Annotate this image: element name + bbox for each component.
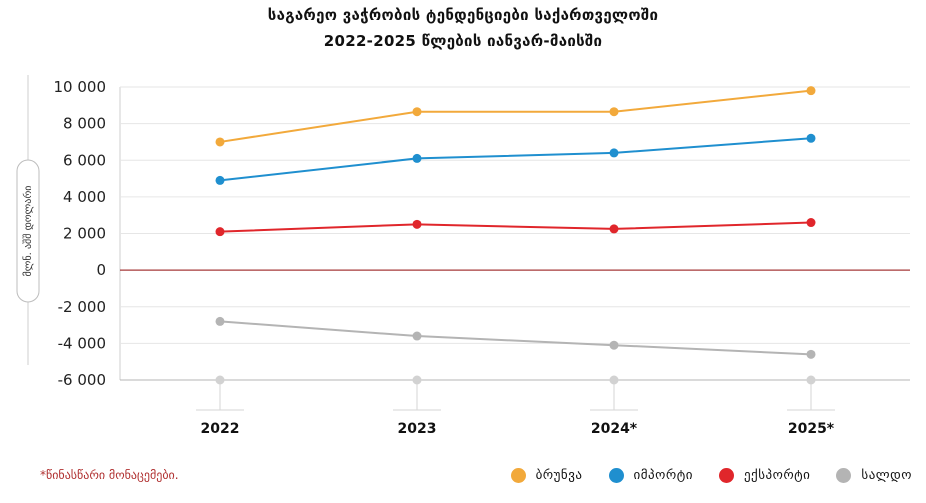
legend-item: იმპორტი: [608, 468, 693, 483]
data-point: [806, 133, 816, 143]
chart-legend: ბრუნვა იმპორტი ექსპორტი სალდო: [510, 468, 912, 483]
axis-marker-dot: [215, 375, 225, 385]
series-line-1: [219, 137, 812, 182]
data-point: [609, 224, 619, 234]
line-chart: 10 000 8 000 6 000 4 000 2 000 0 -2 000 -4 000 -…: [16, 75, 910, 437]
y-tick-label: 0: [96, 261, 106, 279]
y-tick-label: -2 000: [58, 298, 106, 316]
legend-label: ბრუნვა: [535, 468, 583, 483]
data-point: [609, 107, 619, 117]
legend-swatch: [510, 468, 526, 483]
data-point: [412, 331, 422, 341]
x-tick-label: 2025*: [788, 421, 835, 437]
data-point: [215, 175, 225, 185]
x-tick-label: 2024*: [591, 421, 638, 437]
data-point: [609, 148, 619, 158]
data-point: [215, 227, 225, 237]
data-point: [806, 218, 816, 228]
legend-swatch: [718, 468, 734, 483]
data-point: [412, 153, 422, 163]
axis-marker-dot: [806, 375, 816, 385]
chart-title-line-1: საგარეო ვაჭრობის ტენდენციები საქართველოშ…: [267, 6, 659, 24]
y-tick-label: 6 000: [63, 151, 106, 169]
x-tick-label: 2022: [201, 421, 240, 437]
data-point: [412, 107, 422, 117]
y-tick-label: -6 000: [58, 371, 106, 389]
y-tick-label: 4 000: [63, 188, 106, 206]
legend-item: ბრუნვა: [510, 468, 583, 483]
legend-swatch: [836, 468, 852, 483]
legend-item: ექსპორტი: [718, 468, 811, 483]
series-line-0: [219, 89, 812, 143]
data-point: [215, 137, 225, 147]
y-tick-label: -4 000: [58, 334, 106, 352]
y-tick-label: 2 000: [63, 225, 106, 243]
y-axis-label-pill: [16, 159, 40, 303]
legend-label: სალდო: [861, 468, 912, 483]
data-point: [806, 349, 816, 359]
y-tick-label: 8 000: [63, 115, 106, 133]
data-point: [215, 316, 225, 326]
data-point: [609, 340, 619, 350]
x-tick-label: 2023: [398, 421, 437, 437]
legend-label: იმპორტი: [633, 468, 693, 483]
data-point: [412, 219, 422, 229]
axis-marker-dot: [609, 375, 619, 385]
y-tick-label: 10 000: [54, 78, 107, 96]
footnote: *წინასწარი მონაცემები.: [40, 468, 179, 482]
legend-label: ექსპორტი: [743, 468, 811, 483]
series-line-3: [219, 320, 812, 356]
chart-title-line-2: 2022-2025 წლების იანვარ-მაისში: [323, 32, 603, 50]
data-point: [806, 86, 816, 96]
legend-item: სალდო: [836, 468, 912, 483]
y-axis-label: მლნ. აშშ დოლარი: [22, 186, 34, 277]
series-line-2: [219, 221, 812, 233]
legend-swatch: [608, 468, 624, 483]
axis-marker-dot: [412, 375, 422, 385]
